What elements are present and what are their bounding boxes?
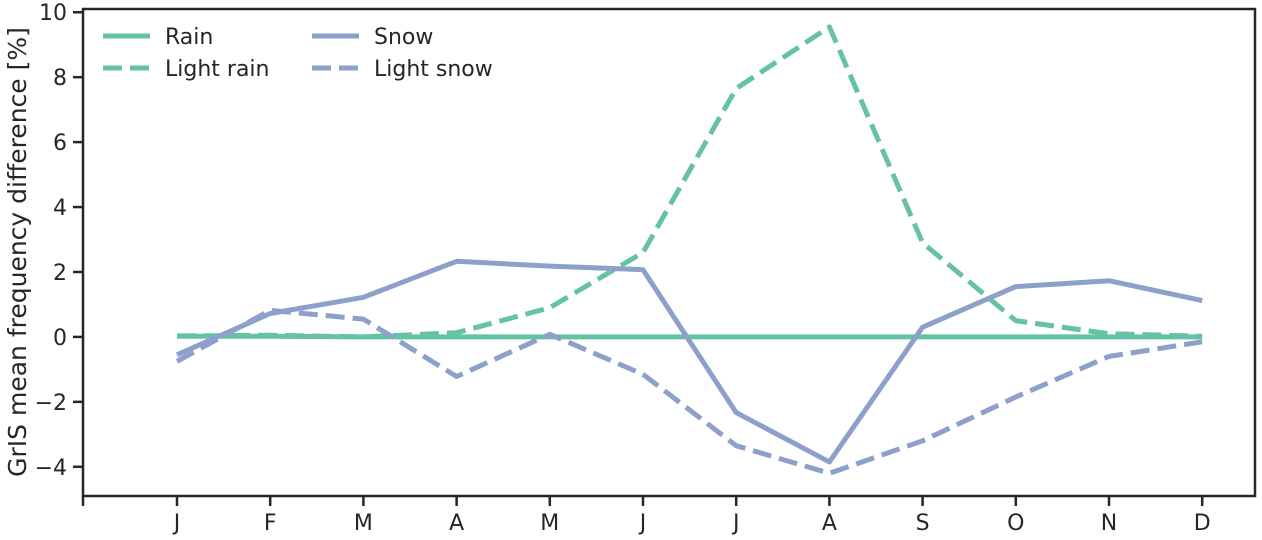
y-tick-label: 2 <box>53 261 67 286</box>
y-axis-label: GrIS mean frequency difference [%] <box>3 27 32 477</box>
x-tick-label: F <box>264 511 277 536</box>
plot-frame <box>81 7 1257 498</box>
x-tick-label: J <box>172 511 181 536</box>
x-tick-label: S <box>916 511 930 536</box>
x-tick-label: D <box>1194 511 1211 536</box>
x-tick-label: M <box>354 511 373 536</box>
series-line-light-rain <box>176 24 1203 340</box>
x-tick-label: O <box>1007 511 1024 536</box>
y-tick-label: 6 <box>53 131 67 156</box>
y-tick-label: 4 <box>53 196 67 221</box>
x-tick-label: J <box>731 511 740 536</box>
y-tick-label: −2 <box>35 391 67 416</box>
series-line-light-snow <box>175 307 1203 476</box>
legend-label: Rain <box>165 25 213 50</box>
y-tick-label: 0 <box>53 326 67 351</box>
legend: Rain Light rain Snow Light snow <box>103 25 493 82</box>
y-axis-ticks: −4 −2 0 2 4 6 8 10 <box>35 1 83 481</box>
legend-label: Snow <box>374 25 433 50</box>
x-tick-label: A <box>822 511 837 536</box>
x-tick-label: J <box>638 511 647 536</box>
legend-label: Light rain <box>165 57 269 82</box>
x-tick-label: N <box>1101 511 1117 536</box>
y-tick-label: 8 <box>53 66 67 91</box>
y-tick-label: −4 <box>35 456 67 481</box>
y-tick-label: 10 <box>39 1 67 26</box>
x-tick-label: A <box>449 511 464 536</box>
x-tick-label: M <box>540 511 559 536</box>
series-lines <box>175 24 1203 476</box>
legend-label: Light snow <box>374 57 493 82</box>
series-line-snow <box>175 258 1203 465</box>
